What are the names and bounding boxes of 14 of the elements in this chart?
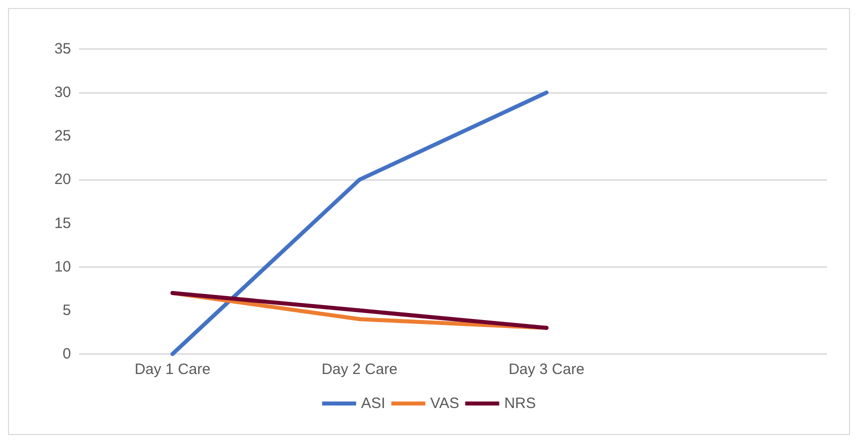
legend-label: VAS — [430, 395, 460, 412]
y-tick-label: 25 — [54, 128, 71, 145]
legend-label: NRS — [504, 395, 536, 412]
y-tick-label: 35 — [54, 40, 71, 58]
y-tick-label: 20 — [54, 171, 71, 188]
y-tick-label: 0 — [62, 346, 71, 362]
y-tick-label: 5 — [62, 302, 71, 319]
x-tick-label: Day 3 Care — [508, 361, 584, 378]
y-tick-label: 10 — [54, 258, 71, 276]
y-tick-label: 30 — [54, 84, 71, 102]
legend-label: ASI — [361, 395, 386, 412]
x-tick-label: Day 1 Care — [134, 361, 210, 378]
y-tick-label: 15 — [54, 214, 71, 232]
x-tick-label: Day 2 Care — [322, 361, 398, 378]
